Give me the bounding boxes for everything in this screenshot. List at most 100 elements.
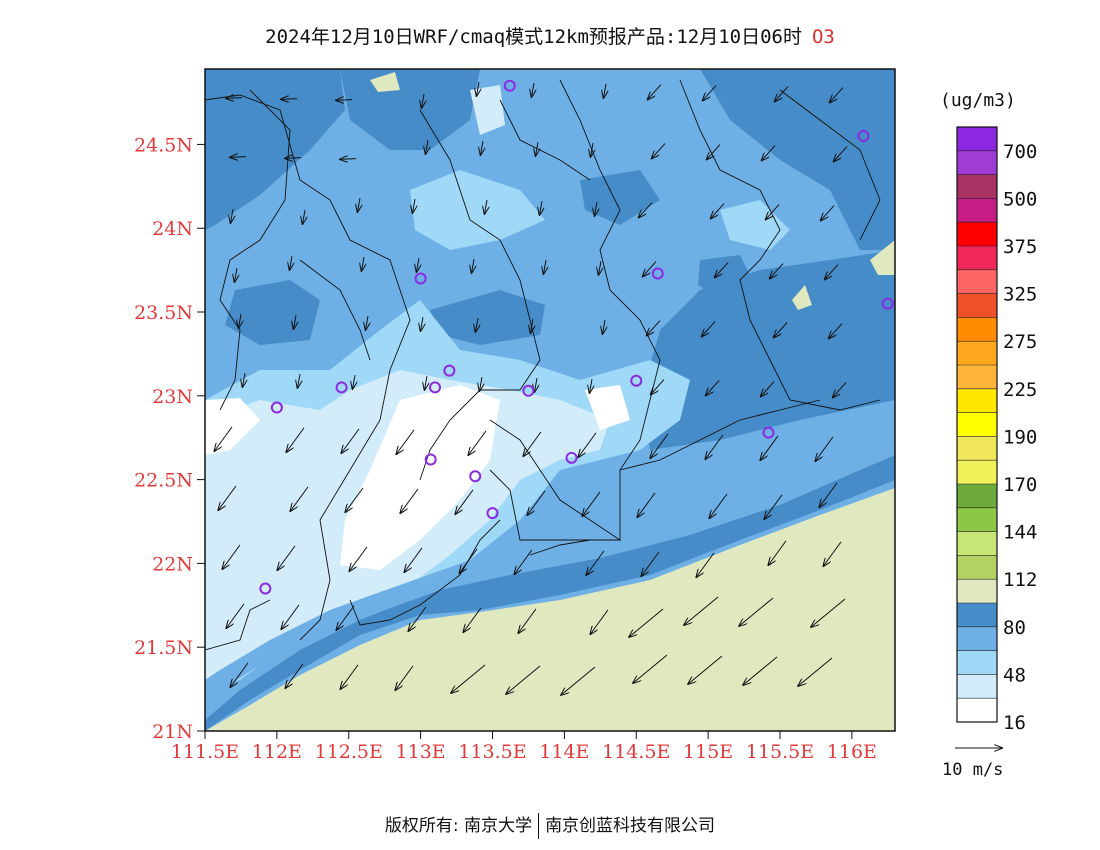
title-species: O3	[811, 26, 835, 48]
station-marker	[630, 374, 643, 387]
wind-arrow	[476, 318, 478, 332]
wind-arrow	[711, 203, 725, 219]
wind-arrow	[451, 664, 486, 693]
wind-arrow	[281, 99, 298, 100]
station-marker	[857, 130, 870, 143]
wind-arrow	[536, 142, 538, 156]
plot-frame	[204, 68, 896, 732]
dark-band-east	[640, 250, 895, 450]
wind-arrow	[286, 427, 305, 452]
station-marker	[503, 79, 516, 92]
wind-arrow	[366, 316, 368, 330]
wind-arrow	[531, 319, 533, 333]
station-marker	[270, 401, 283, 414]
wind-arrow	[768, 540, 787, 565]
wind-arrow	[761, 381, 775, 397]
wind-arrow	[230, 662, 249, 687]
wind-arrow	[290, 486, 309, 511]
legend-swatch	[957, 174, 997, 199]
wind-arrow	[396, 429, 415, 454]
legend-label: 700	[1003, 141, 1037, 163]
wind-arrow	[770, 263, 784, 279]
wind-arrow	[709, 493, 728, 518]
legend-swatch	[957, 222, 997, 247]
wind-arrow	[340, 159, 357, 160]
station-marker	[651, 267, 664, 280]
wind-arrow	[715, 262, 729, 278]
wind-arrow	[425, 376, 427, 390]
wind-arrow	[633, 654, 668, 683]
legend-label: 170	[1003, 474, 1037, 496]
wind-arrow	[404, 547, 423, 572]
wind-arrow	[739, 597, 774, 626]
wind-arrow	[774, 322, 788, 338]
sea-region	[205, 488, 895, 731]
station-marker	[259, 582, 272, 595]
copyright-footer: 版权所有: 南京大学 南京创蓝科技有限公司	[0, 811, 1100, 839]
legend-swatch	[957, 293, 997, 318]
wind-arrow	[595, 202, 597, 216]
x-tick-label: 111.5E	[171, 741, 239, 763]
pale-north	[470, 85, 505, 135]
wind-arrow	[578, 432, 597, 457]
legend-swatch	[957, 603, 997, 628]
wind-arrow	[340, 664, 359, 689]
wind-arrow	[823, 541, 842, 566]
wind-arrow	[277, 545, 296, 570]
dark-blob-mid	[698, 255, 755, 300]
station-marker	[522, 384, 535, 397]
wind-arrow	[480, 377, 482, 391]
wind-arrow	[647, 320, 661, 336]
wind-arrow	[815, 436, 834, 461]
wind-arrow	[629, 608, 664, 637]
wind-arrow	[544, 260, 546, 274]
wind-arrow	[819, 482, 838, 507]
y-tick-label: 24N	[152, 218, 193, 240]
y-axis: 24.5N 24N 23.5N 23N 22.5N 22N 21.5N 21N	[134, 134, 205, 743]
legend-label: 500	[1003, 188, 1037, 210]
map-title: 2024年12月10日WRF/cmaq模式12km预报产品:12月10日06时 O…	[0, 22, 1100, 49]
legend-swatch	[957, 555, 997, 580]
wind-arrow	[214, 426, 233, 451]
white-pocket	[585, 385, 630, 430]
y-tick-label: 23N	[152, 386, 193, 408]
station-marker	[429, 381, 441, 394]
x-tick-label: 113E	[396, 741, 446, 763]
legend-swatch	[957, 650, 997, 675]
wind-arrow	[703, 85, 717, 101]
legend-label: 325	[1003, 284, 1037, 306]
wind-arrow	[235, 268, 237, 282]
y-tick-label: 24.5N	[134, 134, 193, 156]
wind-arrow	[590, 379, 592, 393]
wind-arrow	[821, 205, 835, 221]
wind-arrow	[527, 490, 546, 515]
dark-band-west	[205, 69, 345, 230]
wind-arrow	[395, 665, 414, 690]
legend-swatch	[957, 412, 997, 437]
wind-arrow	[303, 210, 305, 224]
wind-arrow	[481, 141, 483, 155]
wind-arrow	[603, 320, 605, 334]
legend-label: 190	[1003, 426, 1037, 448]
wind-arrow	[426, 140, 428, 154]
x-tick-label: 114.5E	[602, 741, 670, 763]
wind-arrow	[684, 596, 719, 625]
wind-arrow	[523, 431, 542, 456]
wind-arrow	[422, 94, 424, 108]
x-tick-label: 116E	[827, 741, 877, 763]
wind-arrow	[341, 428, 360, 453]
wind-arrow	[400, 488, 419, 513]
wind-arrow	[222, 544, 241, 569]
wind-arrow	[706, 380, 720, 396]
y-tick-label: 23.5N	[134, 302, 193, 324]
wind-arrow	[226, 98, 243, 99]
wind-arrow	[408, 606, 427, 631]
white-core	[205, 385, 500, 570]
station-marker	[469, 470, 482, 483]
legend-label: 144	[1003, 522, 1037, 544]
wind-arrow	[281, 604, 300, 629]
legend-swatch	[957, 698, 997, 723]
boundary-lines	[205, 79, 881, 651]
wind-arrow	[586, 550, 605, 575]
